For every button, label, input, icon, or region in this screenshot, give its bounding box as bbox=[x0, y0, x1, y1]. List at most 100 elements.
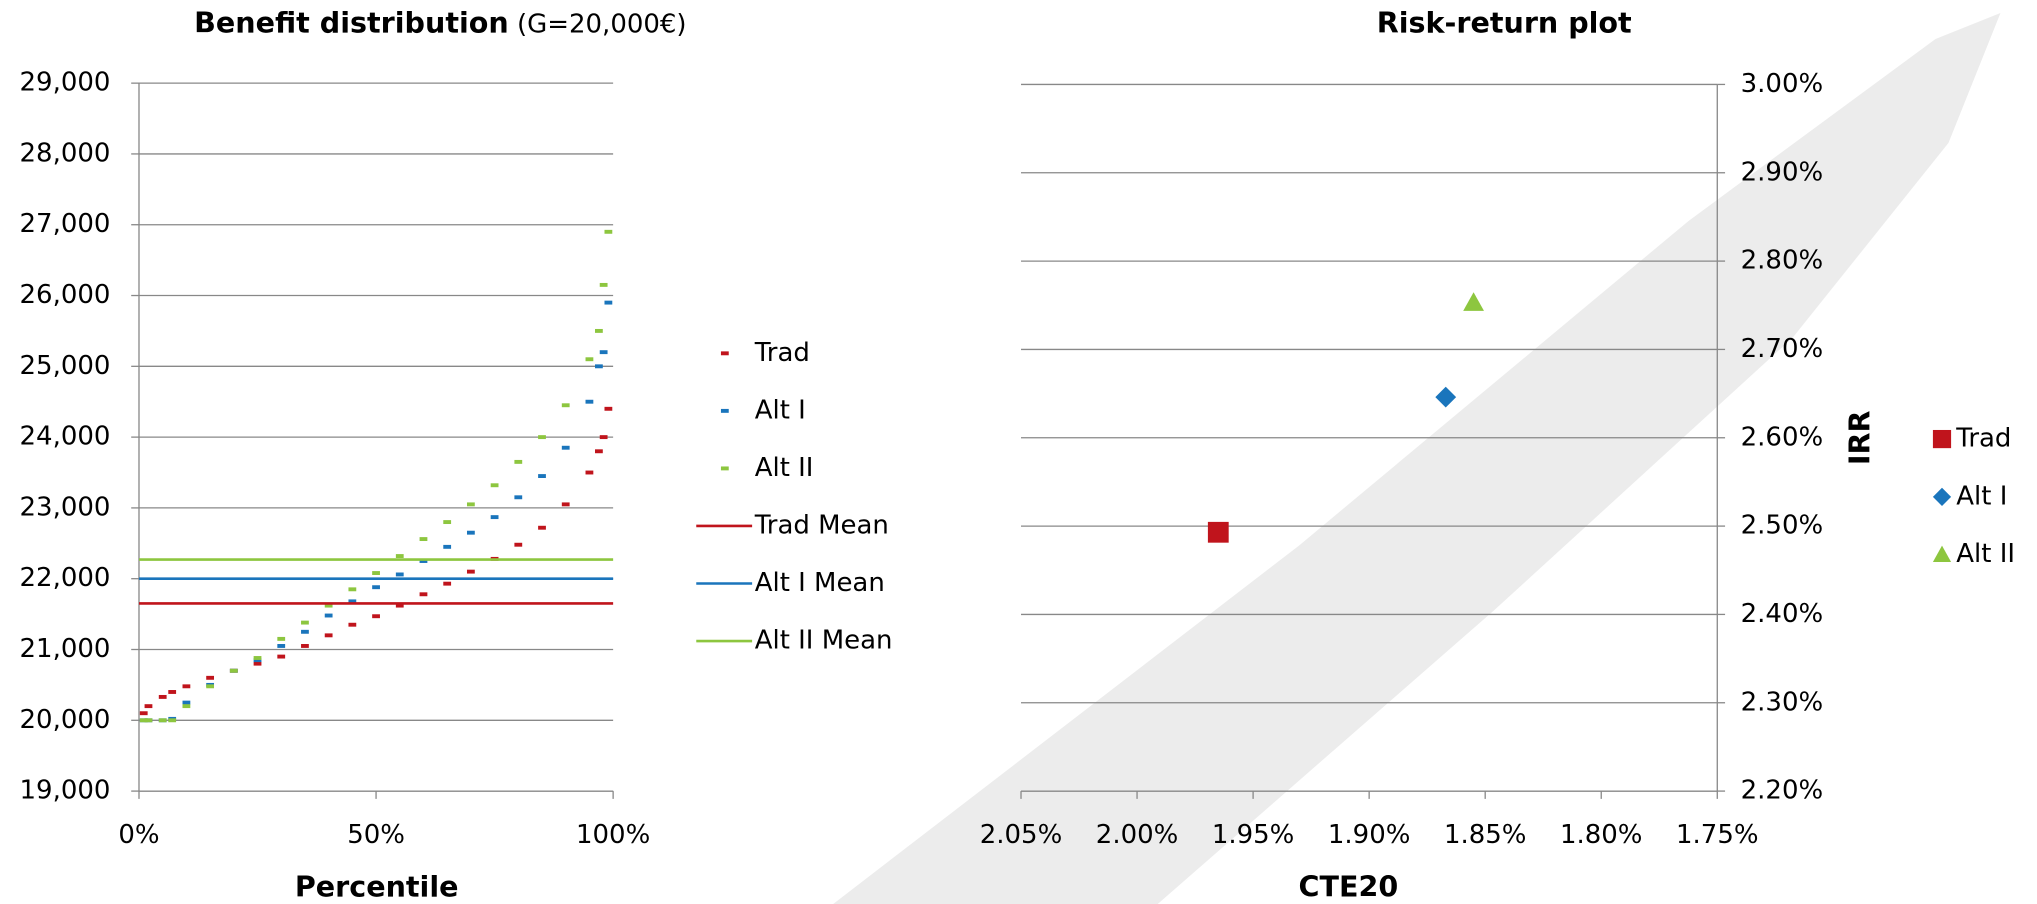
chart-title: Benefit distribution (G=20,000€) bbox=[194, 6, 686, 40]
y-tick-label: 3.00% bbox=[1741, 69, 1824, 99]
y-tick-label: 29,000 bbox=[20, 68, 111, 98]
data-point bbox=[585, 470, 594, 475]
y-tick-label: 25,000 bbox=[20, 351, 111, 381]
data-point bbox=[538, 474, 546, 478]
data-point bbox=[229, 668, 238, 673]
legend-label: Alt I bbox=[1956, 481, 2007, 511]
y-tick-label: 2.90% bbox=[1741, 157, 1824, 187]
data-point bbox=[144, 718, 153, 723]
data-point bbox=[253, 658, 262, 663]
watermark bbox=[833, 12, 2001, 904]
data-point bbox=[253, 661, 262, 666]
data-point bbox=[301, 620, 309, 625]
data-point bbox=[324, 633, 333, 638]
data-point bbox=[466, 530, 475, 535]
data-point bbox=[395, 603, 404, 608]
data-point bbox=[561, 445, 570, 450]
data-point bbox=[604, 229, 613, 234]
data-point bbox=[443, 581, 452, 586]
data-point bbox=[158, 694, 167, 699]
y-tick-label: 19,000 bbox=[20, 776, 111, 806]
legend-label: Alt II bbox=[1956, 539, 2015, 569]
y-tick-label: 2.50% bbox=[1741, 511, 1824, 541]
data-point bbox=[182, 704, 191, 709]
data-point bbox=[514, 459, 523, 464]
legend-label: Trad bbox=[1955, 424, 2011, 454]
x-tick-label: 1.90% bbox=[1328, 820, 1411, 850]
data-point bbox=[372, 614, 380, 619]
data-point bbox=[395, 554, 404, 558]
x-axis-label: CTE20 bbox=[1299, 870, 1399, 904]
y-tick-label: 2.30% bbox=[1741, 687, 1824, 717]
y-tick-label: 2.60% bbox=[1741, 422, 1824, 452]
data-point bbox=[324, 613, 333, 618]
data-point bbox=[182, 684, 191, 689]
legend-marker bbox=[1932, 487, 1952, 506]
data-point bbox=[395, 572, 404, 577]
legend-label: Alt II bbox=[755, 453, 814, 483]
y-tick-label: 2.40% bbox=[1741, 599, 1824, 629]
data-point bbox=[514, 495, 523, 500]
data-point bbox=[1207, 521, 1229, 543]
x-tick-label: 1.80% bbox=[1560, 820, 1643, 850]
data-point bbox=[372, 585, 380, 590]
data-point bbox=[419, 537, 428, 542]
data-point bbox=[538, 435, 546, 440]
data-point bbox=[206, 684, 215, 689]
chart-title: Risk-return plot bbox=[1377, 6, 1632, 40]
data-point bbox=[253, 656, 262, 660]
data-point bbox=[443, 520, 452, 525]
legend-marker bbox=[1932, 429, 1952, 449]
legend-label: Trad bbox=[754, 338, 810, 368]
legend-marker bbox=[1932, 545, 1952, 562]
data-point bbox=[1463, 292, 1484, 311]
y-axis-label: IRR bbox=[1842, 410, 1876, 465]
data-point bbox=[168, 690, 177, 694]
title-text: Benefit distribution bbox=[194, 6, 509, 40]
data-point bbox=[585, 399, 594, 404]
y-tick-label: 23,000 bbox=[20, 492, 111, 522]
data-point bbox=[348, 599, 357, 604]
data-point bbox=[301, 644, 309, 648]
legend-marker bbox=[720, 408, 729, 413]
y-tick-label: 24,000 bbox=[20, 422, 111, 452]
data-point bbox=[538, 525, 546, 530]
x-tick-label: 0% bbox=[118, 820, 159, 850]
data-point bbox=[599, 282, 608, 287]
data-point bbox=[206, 675, 215, 680]
data-point bbox=[604, 406, 613, 411]
y-tick-label: 22,000 bbox=[20, 563, 111, 593]
data-point bbox=[561, 403, 570, 408]
data-point bbox=[599, 435, 608, 440]
data-point bbox=[277, 636, 286, 641]
data-point bbox=[348, 587, 357, 592]
legend-marker bbox=[720, 466, 729, 471]
data-point bbox=[1435, 386, 1457, 408]
data-point bbox=[604, 300, 613, 305]
data-point bbox=[372, 571, 380, 575]
data-point bbox=[514, 542, 523, 547]
canvas: Benefit distribution (G=20,000€) Percent… bbox=[20, 6, 2015, 904]
legend-label: Alt II Mean bbox=[755, 626, 893, 656]
data-point bbox=[168, 718, 177, 723]
data-point bbox=[277, 654, 286, 659]
data-point bbox=[419, 592, 428, 597]
data-point bbox=[144, 704, 153, 709]
data-point bbox=[595, 364, 603, 369]
data-point bbox=[324, 603, 333, 608]
data-point bbox=[277, 644, 286, 648]
data-point bbox=[585, 357, 594, 362]
data-point bbox=[348, 622, 357, 627]
x-tick-label: 2.00% bbox=[1096, 820, 1179, 850]
x-tick-label: 1.75% bbox=[1676, 820, 1759, 850]
y-tick-label: 26,000 bbox=[20, 280, 111, 310]
data-point bbox=[139, 711, 148, 716]
data-point bbox=[466, 569, 475, 574]
y-tick-label: 28,000 bbox=[20, 138, 111, 168]
y-tick-label: 20,000 bbox=[20, 705, 111, 735]
data-point bbox=[419, 559, 428, 563]
legend-label: Trad Mean bbox=[754, 510, 889, 540]
y-tick-label: 2.70% bbox=[1741, 334, 1824, 364]
data-point bbox=[182, 700, 191, 705]
y-tick-label: 2.80% bbox=[1741, 246, 1824, 276]
